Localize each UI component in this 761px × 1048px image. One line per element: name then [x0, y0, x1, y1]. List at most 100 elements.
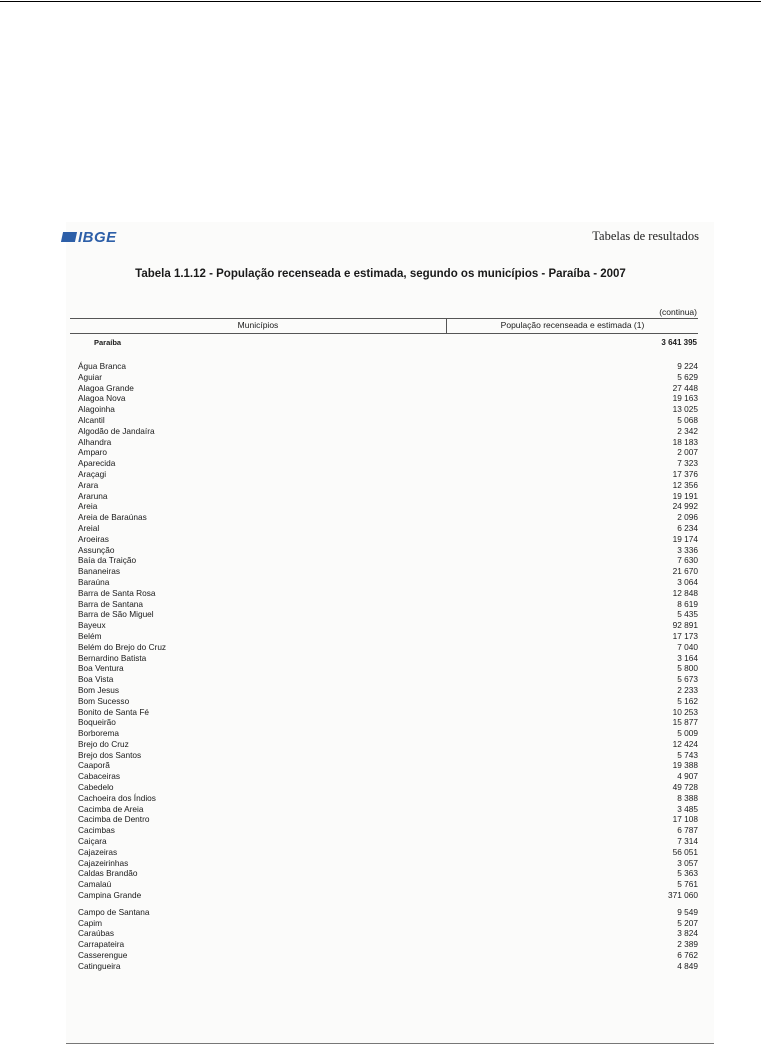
municipio-name: Cajazeiras — [78, 846, 118, 857]
population-value: 2 389 — [677, 939, 698, 950]
population-value: 5 009 — [677, 728, 698, 739]
continuation-note: (continua) — [659, 307, 697, 317]
table-row: Alagoa Grande 27 448 — [78, 383, 698, 394]
population-value: 56 051 — [672, 846, 698, 857]
table-row: Borborema 5 009 — [78, 728, 698, 739]
population-value: 10 253 — [672, 706, 698, 717]
table-row: Aparecida 7 323 — [78, 458, 698, 469]
table-row: Cabaceiras 4 907 — [78, 771, 698, 782]
municipio-name: Barra de São Miguel — [78, 609, 154, 620]
population-value: 3 064 — [677, 576, 698, 587]
population-value: 2 096 — [677, 512, 698, 523]
municipio-name: Cacimbas — [78, 825, 115, 836]
table-row: Brejo do Cruz 12 424 — [78, 739, 698, 750]
population-value: 3 057 — [677, 857, 698, 868]
population-value: 7 040 — [677, 641, 698, 652]
municipio-name: Caiçara — [78, 836, 107, 847]
municipio-name: Cabedelo — [78, 782, 114, 793]
population-value: 5 629 — [677, 371, 698, 382]
total-row-name: Paraíba — [94, 338, 122, 347]
population-value: 19 191 — [672, 490, 698, 501]
table-row: Bernardino Batista 3 164 — [78, 653, 698, 664]
municipio-name: Boa Vista — [78, 674, 114, 685]
population-value: 6 762 — [677, 950, 698, 961]
population-value: 5 068 — [677, 414, 698, 425]
table-row: Campo de Santana 9 549 — [78, 907, 698, 918]
municipio-name: Baía da Traição — [78, 555, 137, 566]
table-row: Amparo 2 007 — [78, 447, 698, 458]
municipio-name: Areia de Baraúnas — [78, 512, 147, 523]
table-row: Cabedelo 49 728 — [78, 782, 698, 793]
municipio-name: Barra de Santana — [78, 598, 144, 609]
population-value: 5 761 — [677, 879, 698, 890]
section-title: Tabelas de resultados — [592, 229, 699, 243]
table-row: Bom Jesus 2 233 — [78, 685, 698, 696]
municipio-name: Cachoeira dos Índios — [78, 792, 156, 803]
population-value: 24 992 — [672, 501, 698, 512]
municipio-name: Casserengue — [78, 950, 128, 961]
population-value: 8 619 — [677, 598, 698, 609]
table-row: Bayeux 92 891 — [78, 620, 698, 631]
population-value: 3 824 — [677, 928, 698, 939]
table-row: Boa Vista 5 673 — [78, 674, 698, 685]
table-row: Barra de Santana 8 619 — [78, 599, 698, 610]
population-value: 2 007 — [677, 447, 698, 458]
population-value: 49 728 — [672, 782, 698, 793]
table-row: Caaporã 19 388 — [78, 760, 698, 771]
population-value: 8 388 — [677, 792, 698, 803]
scanned-page — [66, 222, 714, 1044]
population-value: 2 342 — [677, 425, 698, 436]
table-row: Belém 17 173 — [78, 631, 698, 642]
table-title: Tabela 1.1.12 - População recenseada e e… — [135, 268, 626, 280]
municipio-name: Caldas Brandão — [78, 868, 138, 879]
municipio-name: Água Branca — [78, 361, 126, 371]
population-value: 13 025 — [672, 404, 698, 415]
population-value: 5 162 — [677, 695, 698, 706]
ibge-logo: IBGE — [60, 229, 117, 246]
population-value: 12 424 — [672, 738, 698, 749]
municipio-name: Alagoa Nova — [78, 393, 126, 404]
population-value: 371 060 — [668, 890, 698, 901]
population-value: 6 787 — [677, 825, 698, 836]
population-value: 9 224 — [677, 361, 698, 371]
table-row: Alcantil 5 068 — [78, 415, 698, 426]
population-value: 5 743 — [677, 749, 698, 760]
population-value: 7 630 — [677, 555, 698, 566]
municipio-name: Araruna — [78, 490, 108, 501]
municipio-name: Capim — [78, 917, 102, 928]
table-row: Capim 5 207 — [78, 918, 698, 929]
page-bottom-border — [66, 1043, 714, 1044]
municipio-name: Barra de Santa Rosa — [78, 587, 156, 598]
population-value: 92 891 — [672, 620, 698, 631]
population-value: 5 207 — [677, 917, 698, 928]
municipio-name: Bayeux — [78, 620, 106, 631]
top-border — [0, 1, 761, 2]
population-value: 5 435 — [677, 609, 698, 620]
municipio-name: Bernardino Batista — [78, 652, 147, 663]
municipio-name: Arara — [78, 479, 99, 490]
total-row-value: 3 641 395 — [661, 338, 697, 347]
municipio-name: Amparo — [78, 447, 108, 458]
municipio-name: Araçagi — [78, 468, 107, 479]
municipio-name: Borborema — [78, 728, 120, 739]
table-row: Areia de Baraúnas 2 096 — [78, 512, 698, 523]
population-value: 4 849 — [677, 960, 698, 971]
population-value: 7 323 — [677, 458, 698, 469]
table-row: Alhandra 18 183 — [78, 437, 698, 448]
table-row: Alagoinha 13 025 — [78, 404, 698, 415]
municipio-name: Bom Jesus — [78, 684, 120, 695]
municipio-name: Areial — [78, 522, 100, 533]
municipio-name: Cacimba de Dentro — [78, 814, 150, 825]
table-row: Cachoeira dos Índios 8 388 — [78, 793, 698, 804]
column-header-municipios: Municípios — [237, 320, 279, 330]
population-value: 19 163 — [672, 393, 698, 404]
municipio-name: Alhandra — [78, 436, 112, 447]
population-value: 17 108 — [672, 814, 698, 825]
header-bottom-rule — [70, 333, 698, 334]
municipio-name: Cabaceiras — [78, 771, 120, 782]
table-row: Cacimba de Areia 3 485 — [78, 804, 698, 815]
table-row: Barra de Santa Rosa 12 848 — [78, 588, 698, 599]
population-value: 9 549 — [677, 906, 698, 917]
table-row: Bonito de Santa Fé 10 253 — [78, 707, 698, 718]
municipio-name: Bonito de Santa Fé — [78, 706, 150, 717]
